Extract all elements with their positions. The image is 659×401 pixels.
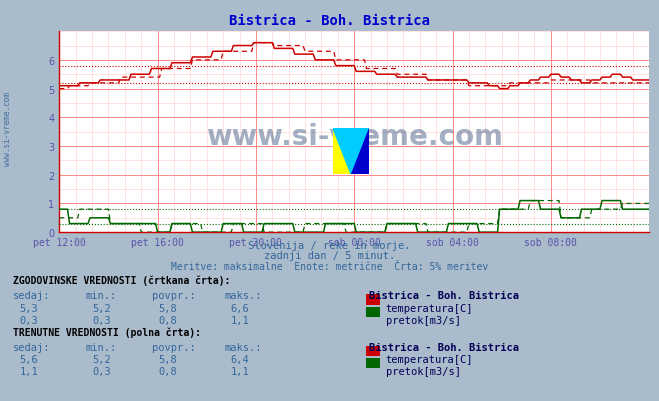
Text: 6,6: 6,6 <box>231 303 249 313</box>
Text: Bistrica - Boh. Bistrica: Bistrica - Boh. Bistrica <box>369 291 519 301</box>
Text: min.:: min.: <box>86 342 117 352</box>
Text: www.si-vreme.com: www.si-vreme.com <box>3 91 13 165</box>
Text: 0,8: 0,8 <box>158 315 177 325</box>
Text: sedaj:: sedaj: <box>13 291 51 301</box>
Text: 5,8: 5,8 <box>158 303 177 313</box>
Text: zadnji dan / 5 minut.: zadnji dan / 5 minut. <box>264 251 395 261</box>
Text: Bistrica - Boh. Bistrica: Bistrica - Boh. Bistrica <box>229 14 430 28</box>
Text: maks.:: maks.: <box>224 342 262 352</box>
Text: povpr.:: povpr.: <box>152 342 195 352</box>
Polygon shape <box>333 128 369 174</box>
Text: 0,8: 0,8 <box>158 366 177 376</box>
Text: min.:: min.: <box>86 291 117 301</box>
Polygon shape <box>351 128 369 174</box>
Text: www.si-vreme.com: www.si-vreme.com <box>206 122 503 150</box>
Text: 5,6: 5,6 <box>20 354 38 364</box>
Text: 0,3: 0,3 <box>92 315 111 325</box>
Text: 5,8: 5,8 <box>158 354 177 364</box>
Text: TRENUTNE VREDNOSTI (polna črta):: TRENUTNE VREDNOSTI (polna črta): <box>13 327 201 337</box>
Text: Meritve: maksimalne  Enote: metrične  Črta: 5% meritev: Meritve: maksimalne Enote: metrične Črta… <box>171 261 488 271</box>
Text: sedaj:: sedaj: <box>13 342 51 352</box>
Text: povpr.:: povpr.: <box>152 291 195 301</box>
Text: ZGODOVINSKE VREDNOSTI (črtkana črta):: ZGODOVINSKE VREDNOSTI (črtkana črta): <box>13 275 231 285</box>
Text: Slovenija / reke in morje.: Slovenija / reke in morje. <box>248 241 411 251</box>
Text: 5,3: 5,3 <box>20 303 38 313</box>
Text: 0,3: 0,3 <box>20 315 38 325</box>
Text: 5,2: 5,2 <box>92 303 111 313</box>
Text: temperatura[C]: temperatura[C] <box>386 303 473 313</box>
Text: 1,1: 1,1 <box>231 315 249 325</box>
Text: 5,2: 5,2 <box>92 354 111 364</box>
Text: Bistrica - Boh. Bistrica: Bistrica - Boh. Bistrica <box>369 342 519 352</box>
Text: temperatura[C]: temperatura[C] <box>386 354 473 364</box>
Text: pretok[m3/s]: pretok[m3/s] <box>386 315 461 325</box>
Text: pretok[m3/s]: pretok[m3/s] <box>386 366 461 376</box>
Text: 6,4: 6,4 <box>231 354 249 364</box>
Text: 1,1: 1,1 <box>231 366 249 376</box>
Polygon shape <box>333 128 351 174</box>
Text: 1,1: 1,1 <box>20 366 38 376</box>
Text: maks.:: maks.: <box>224 291 262 301</box>
Text: 0,3: 0,3 <box>92 366 111 376</box>
